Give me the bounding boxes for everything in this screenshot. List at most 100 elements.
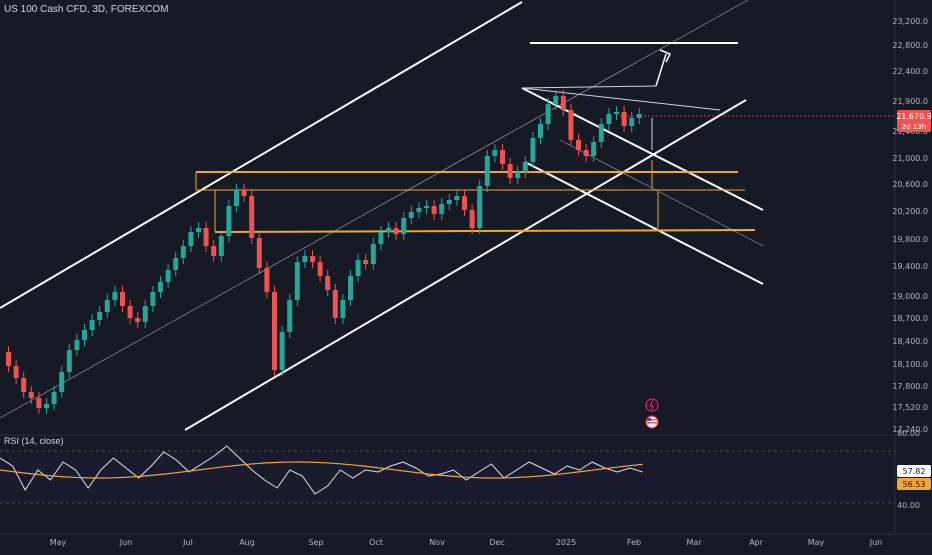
candle-body (530, 138, 536, 162)
candle-body (317, 262, 323, 276)
rsi-axis-label: 80.00 (897, 429, 920, 438)
candle-body (203, 228, 209, 246)
price-axis-label: 18,700.0 (892, 314, 928, 323)
candle-body (545, 104, 551, 124)
price-axis-label: 18,400.0 (892, 337, 928, 346)
candle-body (302, 256, 308, 262)
candle-body (355, 260, 361, 276)
candle-body (21, 378, 27, 392)
price-axis-label: 20,200.0 (892, 207, 928, 216)
time-axis-label: Jul (182, 538, 193, 547)
price-axis-label: 19,400.0 (892, 262, 928, 271)
lightning-icon[interactable] (645, 398, 659, 412)
candle-body (598, 124, 604, 142)
rsi-value-tag: 57.82 (897, 465, 931, 477)
candle-body (142, 306, 148, 322)
price-axis-label: 20,600.0 (892, 180, 928, 189)
candle-body (234, 190, 239, 206)
time-axis-label: Sep (308, 538, 323, 547)
rsi-ma-line (0, 461, 643, 479)
candle-body (36, 398, 42, 408)
candle-body (287, 300, 293, 332)
lower-support-line (214, 229, 756, 233)
rsi-line (0, 445, 643, 495)
channel-midline (0, 0, 749, 419)
candle-body (135, 318, 141, 322)
time-axis-label: Mar (686, 538, 702, 547)
candle-body (462, 196, 467, 210)
candle-body (568, 110, 574, 140)
candle-body (416, 208, 422, 212)
rsi-ma-value-tag: 56.53 (897, 478, 931, 490)
candle-body (492, 150, 498, 156)
us-flag-icon[interactable] (645, 415, 659, 429)
candle-body (150, 292, 156, 306)
candle-body (82, 330, 87, 340)
time-axis-label: Nov (429, 538, 445, 547)
current-price-label: 21,670.9 (896, 112, 932, 121)
rsi-value-label: 57.82 (903, 467, 926, 476)
candle-body (89, 320, 95, 330)
rsi-ma-value-label: 56.53 (903, 480, 926, 489)
candle-body (424, 206, 429, 208)
candle-body (44, 404, 49, 408)
candle-body (629, 118, 635, 126)
candle-body (386, 228, 391, 232)
rsi-band-fill (0, 451, 895, 503)
candle-body (264, 268, 270, 292)
candle-body (484, 156, 490, 186)
candle-body (370, 244, 376, 264)
descending-channel-bottom (524, 161, 764, 285)
candle-body (97, 312, 103, 320)
time-axis-label: Dec (489, 538, 504, 547)
candle-body (6, 352, 11, 366)
candle-body (325, 276, 331, 290)
candle-body (13, 366, 19, 378)
candle-body (454, 196, 460, 200)
candle-body (28, 392, 34, 398)
triangle-upper-line (521, 87, 721, 111)
time-axis-label: May (808, 538, 825, 547)
candle-body (621, 112, 627, 126)
candle-body (173, 258, 179, 270)
candle-body (279, 332, 285, 370)
time-axis-label: Aug (239, 538, 255, 547)
candle-body (127, 306, 133, 318)
rsi-title[interactable]: RSI (14, close) (4, 436, 64, 446)
candle-body (606, 114, 612, 124)
candle-body (104, 300, 110, 312)
time-axis-label: May (50, 538, 67, 547)
price-axis-label: 19,000.0 (892, 292, 928, 301)
candle-body (408, 212, 414, 218)
candle-body (348, 276, 353, 300)
candle-body (165, 270, 171, 282)
candle-body (294, 262, 300, 300)
candle-body (477, 186, 483, 228)
price-axis-label: 17,800.0 (892, 382, 928, 391)
price-axis-label: 18,100.0 (892, 360, 928, 369)
candle-body (241, 190, 247, 196)
candle-body (310, 256, 315, 262)
candle-body (332, 290, 338, 318)
time-axis-label: Feb (627, 538, 641, 547)
price-axis-label: 21,000.0 (892, 154, 928, 163)
descending-channel-top (521, 87, 764, 211)
candle-body (66, 350, 72, 372)
candle-body (636, 114, 642, 118)
candle-body (614, 112, 619, 114)
candle-body (211, 246, 217, 256)
candle-body (120, 292, 125, 306)
candle-body (591, 142, 597, 156)
candle-body (226, 206, 232, 236)
price-axis-label: 17,520.0 (892, 403, 928, 412)
price-axis-label: 22,800.0 (892, 41, 928, 50)
symbol-title[interactable]: US 100 Cash CFD, 3D, FOREXCOM (4, 4, 169, 15)
candle-body (363, 260, 369, 264)
candle-body (59, 372, 65, 392)
countdown-label: 2d 13h (902, 123, 926, 131)
candle-body (180, 246, 186, 258)
candle-body (431, 206, 437, 214)
candle-body (256, 238, 262, 268)
